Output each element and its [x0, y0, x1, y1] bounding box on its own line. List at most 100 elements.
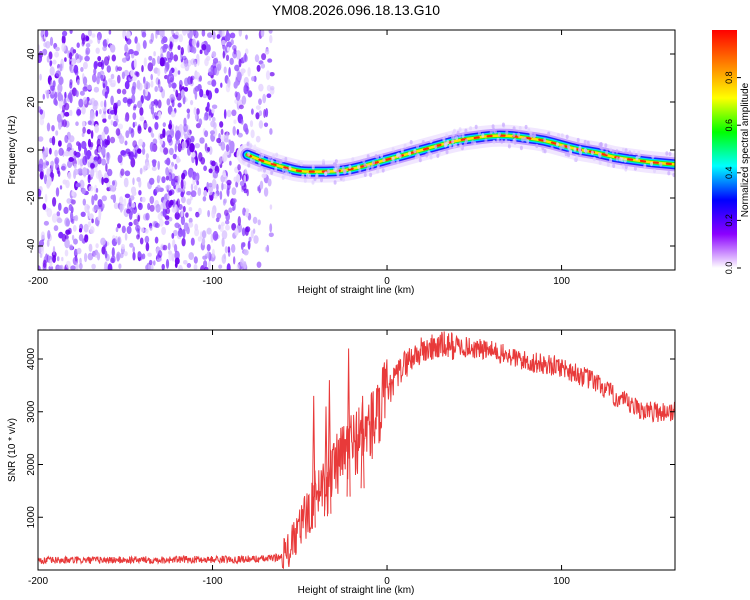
ridge-speckle [650, 161, 653, 167]
noise-speckle [208, 115, 212, 121]
ridge-speckle [396, 153, 399, 158]
noise-speckle [75, 262, 79, 270]
noise-speckle [181, 237, 186, 247]
noise-speckle [242, 207, 247, 216]
noise-speckle [50, 85, 55, 91]
noise-speckle [184, 30, 190, 34]
y-tick-label: 0 [26, 147, 37, 153]
noise-speckle [240, 68, 246, 74]
noise-speckle [183, 222, 189, 232]
noise-speckle [243, 84, 247, 94]
x-tick-label: 0 [384, 276, 390, 287]
noise-speckle [159, 30, 165, 37]
ridge-speckle [492, 139, 496, 145]
noise-speckle [177, 70, 181, 75]
noise-speckle [197, 187, 202, 196]
ridge-speckle [527, 128, 531, 133]
noise-speckle [113, 202, 119, 209]
noise-speckle [87, 30, 92, 37]
ridge-speckle [624, 148, 628, 153]
noise-speckle [255, 105, 261, 110]
noise-speckle [134, 121, 138, 127]
noise-speckle [187, 43, 191, 53]
noise-speckle [149, 177, 155, 185]
noise-speckle [144, 88, 149, 97]
noise-speckle [125, 30, 131, 39]
noise-speckle [81, 105, 86, 115]
noise-speckle [69, 79, 73, 86]
noise-speckle [38, 239, 45, 247]
noise-speckle [53, 225, 59, 232]
noise-speckle [64, 249, 69, 257]
ridge-speckle [651, 154, 655, 159]
noise-speckle [224, 175, 228, 184]
ridge-speckle [272, 154, 275, 159]
ridge-speckle [667, 171, 671, 176]
ridge-speckle [369, 172, 373, 178]
noise-speckle [91, 263, 96, 270]
noise-speckle [124, 232, 128, 241]
noise-speckle [124, 43, 128, 53]
noise-speckle [141, 196, 146, 203]
noise-speckle [139, 107, 144, 116]
ridge-speckle [672, 172, 675, 178]
ridge-speckle [288, 173, 292, 178]
noise-speckle [62, 104, 66, 113]
noise-speckle [89, 226, 95, 234]
noise-speckle [223, 109, 227, 120]
noise-speckle [207, 210, 211, 218]
noise-speckle [190, 58, 196, 66]
noise-speckle [132, 140, 138, 148]
noise-speckle [82, 76, 88, 86]
snr-y-axis-label: SNR (10 * v/v) [7, 418, 18, 482]
noise-speckle [171, 178, 176, 187]
noise-speckle [165, 167, 170, 176]
noise-speckle [119, 135, 125, 145]
noise-speckle [65, 218, 70, 227]
noise-speckle [59, 185, 63, 190]
noise-speckle [130, 69, 134, 77]
noise-speckle [197, 236, 202, 242]
spectrogram-x-ticks: -200 -100 0 100 [28, 30, 570, 287]
noise-speckle [237, 164, 241, 171]
noise-speckle [188, 217, 193, 224]
ridge-speckle [576, 137, 580, 143]
noise-speckle [120, 150, 126, 156]
ridge-speckle [512, 126, 516, 131]
noise-speckle [122, 30, 127, 39]
noise-speckle [39, 253, 43, 258]
noise-speckle [68, 204, 73, 211]
noise-speckle [50, 160, 55, 166]
noise-speckle [201, 230, 207, 239]
ridge-speckle [370, 164, 374, 170]
colorbar-ticks: 0.0 0.2 0.4 0.6 0.8 [724, 71, 741, 274]
noise-speckle [231, 223, 237, 231]
noise-speckle [171, 253, 175, 262]
noise-speckle [62, 119, 67, 128]
noise-speckle [164, 220, 170, 226]
noise-speckle [87, 120, 92, 125]
ridge-speckle [500, 139, 504, 144]
noise-speckle [103, 177, 109, 184]
ridge-speckle [267, 156, 271, 161]
ridge-speckle [560, 133, 564, 138]
noise-speckle [82, 96, 88, 105]
noise-speckle [177, 102, 182, 108]
noise-speckle [94, 249, 99, 258]
ridge-speckle [492, 127, 496, 133]
noise-speckle [107, 263, 113, 270]
noise-speckle [239, 180, 245, 187]
noise-speckle [102, 118, 107, 123]
noise-speckle [171, 30, 174, 36]
ridge-speckle [284, 172, 287, 177]
noise-speckle [211, 208, 216, 219]
noise-speckle [226, 179, 232, 186]
noise-speckle [95, 47, 100, 54]
noise-speckle [222, 198, 226, 206]
noise-speckle [196, 40, 200, 48]
noise-speckle [268, 30, 273, 34]
noise-speckle [124, 116, 128, 122]
noise-speckle [82, 198, 87, 206]
ridge-speckle [313, 176, 317, 182]
ridge-speckle [391, 156, 395, 161]
